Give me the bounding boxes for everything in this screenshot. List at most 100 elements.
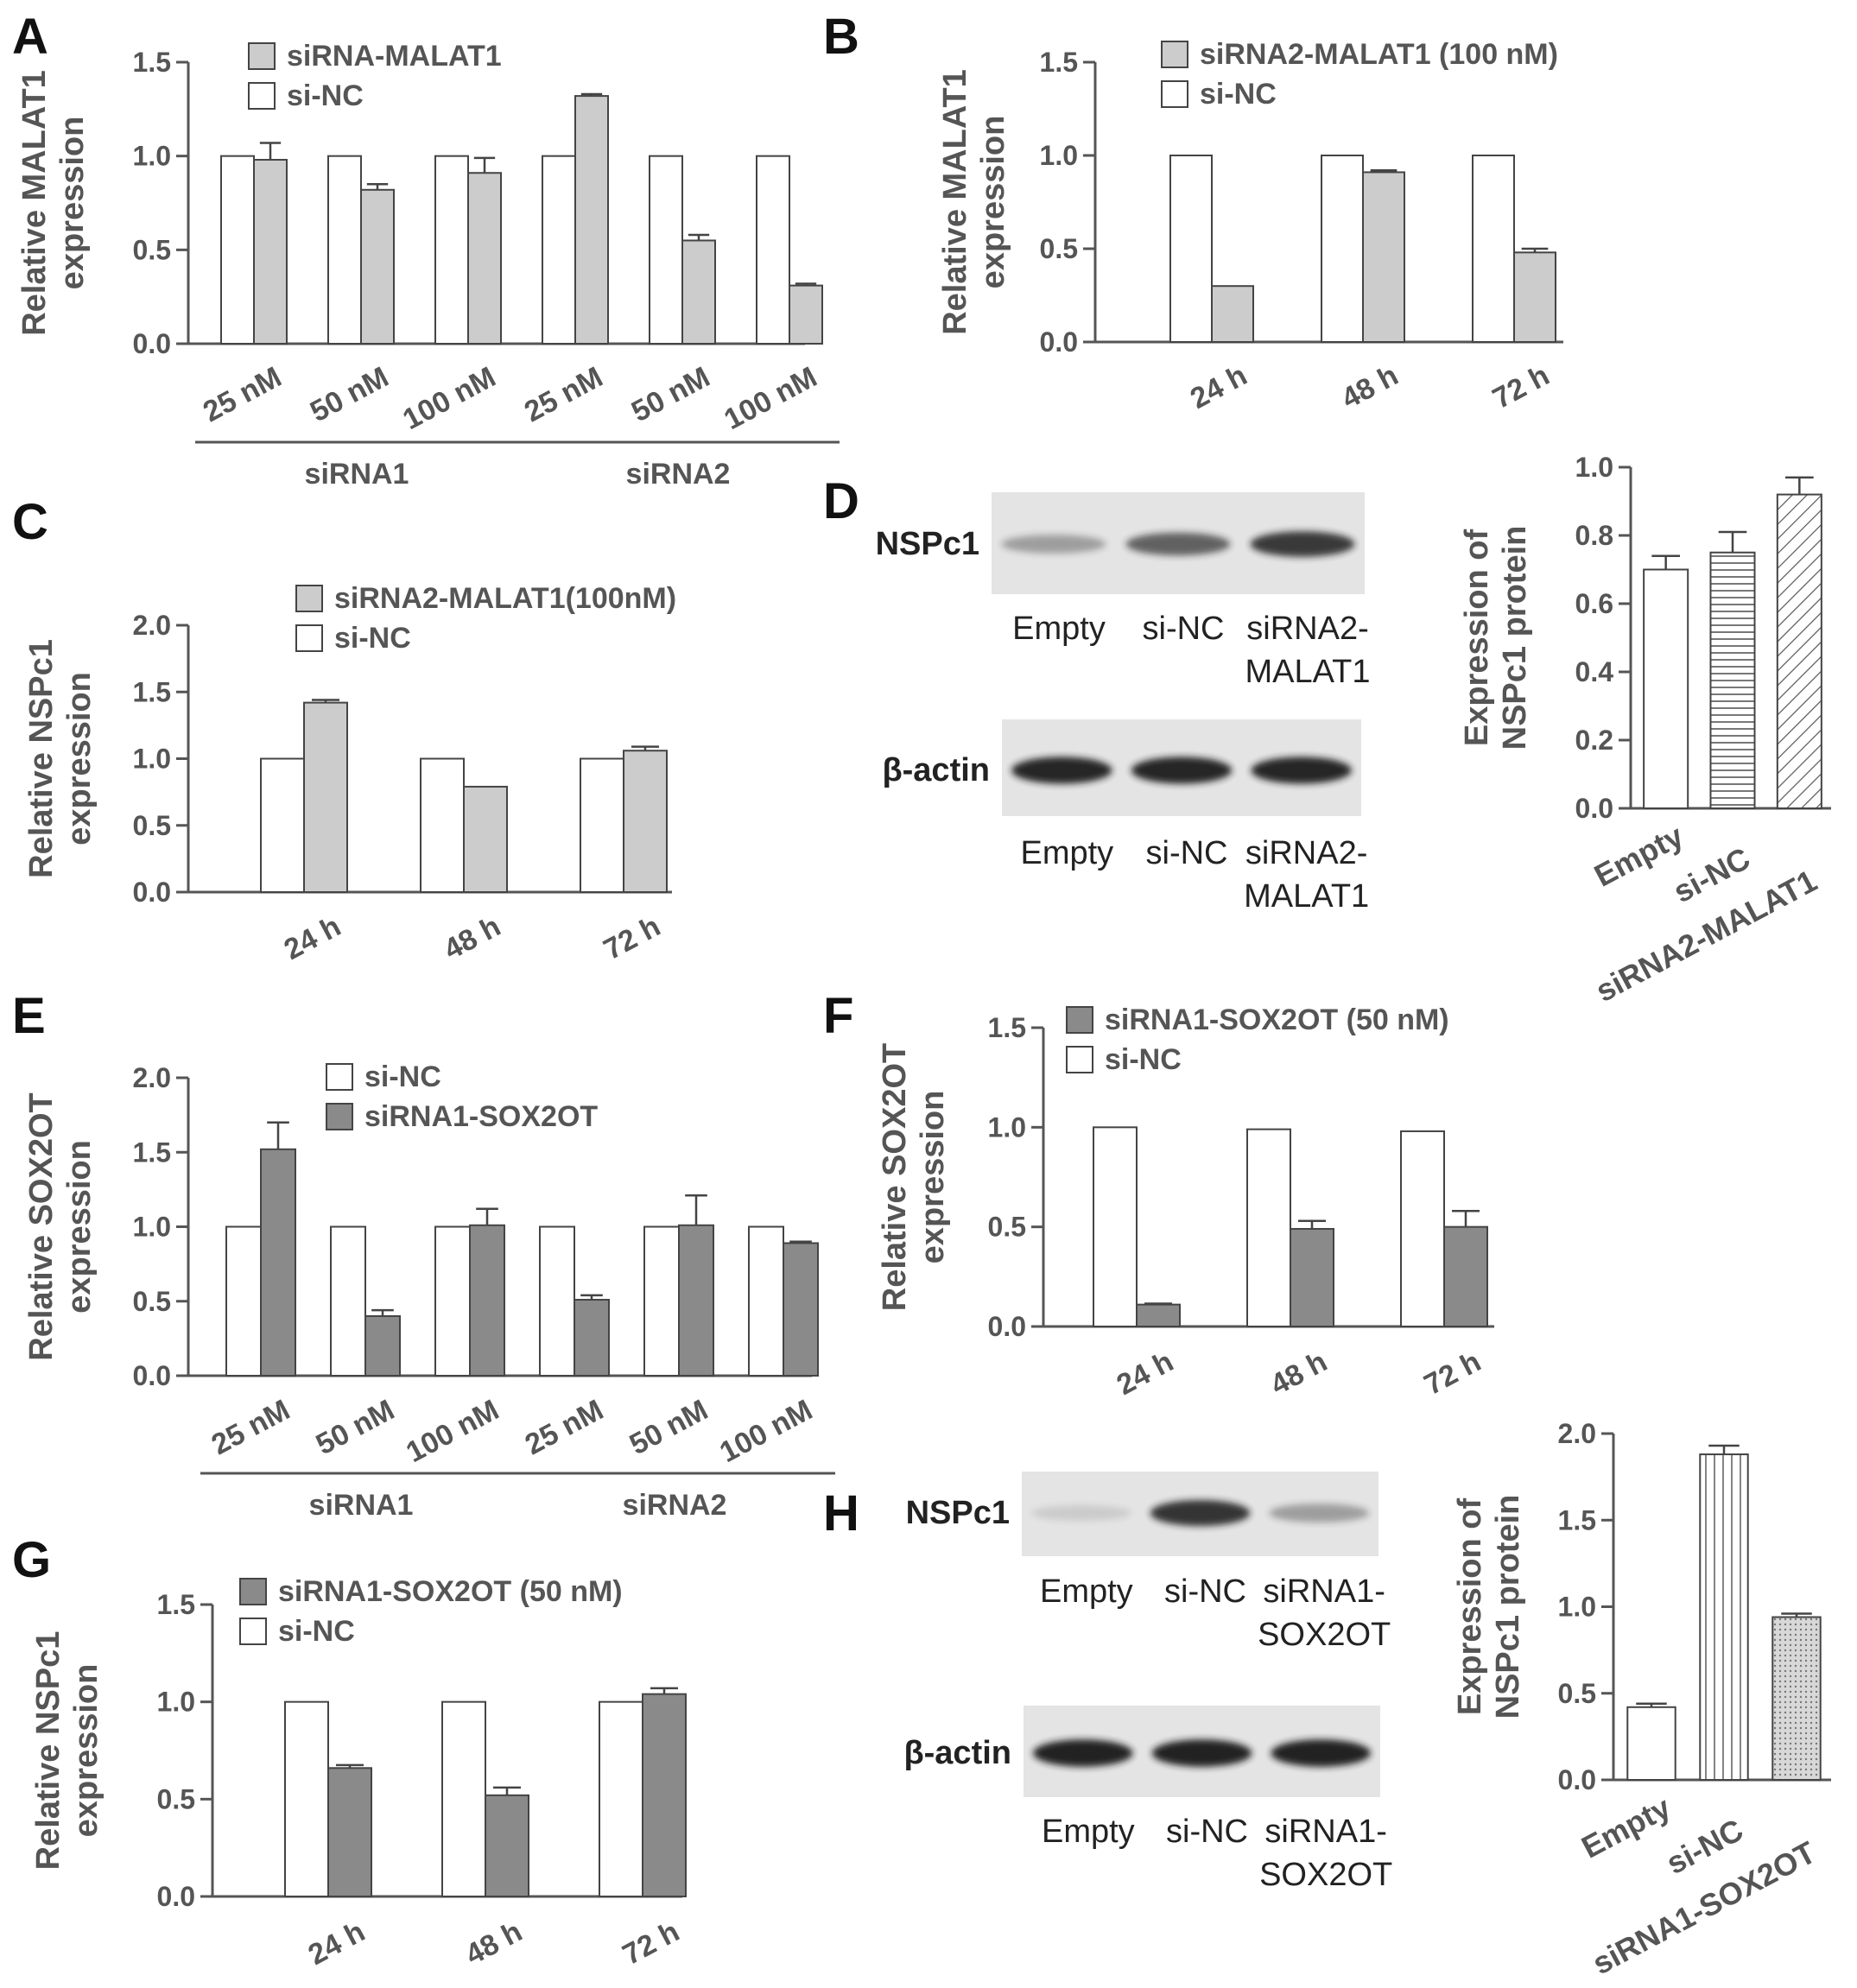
bar-nc xyxy=(643,1225,680,1377)
blot-band xyxy=(1131,757,1233,784)
y-tick-label: 1.5 xyxy=(133,1136,171,1168)
bar-nc xyxy=(649,155,683,345)
group-label: siRNA1 xyxy=(309,1489,414,1522)
x-tick-label: 50 nM xyxy=(311,1394,400,1462)
bar-nc xyxy=(1093,1126,1138,1328)
blot-lane-label: SOX2OT xyxy=(1258,1617,1391,1653)
bar-treated xyxy=(789,284,823,345)
bar-treated xyxy=(1362,171,1405,343)
bar-nc xyxy=(1472,155,1515,343)
bar-treated xyxy=(467,172,502,345)
legend-swatch xyxy=(295,585,323,612)
bar-treated xyxy=(327,1767,372,1898)
y-axis-label: Relative NSPc1expression xyxy=(23,639,98,878)
x-tick-label: 50 nM xyxy=(305,361,394,429)
legend-label: si-NC xyxy=(334,622,411,655)
x-tick-label: 25 nM xyxy=(206,1394,295,1462)
legend-swatch xyxy=(1066,1006,1093,1034)
legend-label: si-NC xyxy=(1200,78,1277,111)
x-tick-label: 72 h xyxy=(1487,359,1555,415)
y-tick-label: 1.5 xyxy=(157,1589,195,1620)
blot-lane-label: Empty xyxy=(1012,611,1106,647)
y-tick-label: 0.0 xyxy=(988,1311,1026,1342)
bar-nc xyxy=(330,1225,366,1377)
bar-treated xyxy=(1513,251,1556,344)
panel-letter-f: F xyxy=(823,988,853,1044)
y-axis-label-line: Relative SOX2OT xyxy=(877,1043,913,1311)
blot-lane-label: siRNA2- xyxy=(1246,611,1368,647)
y-axis-label-line: NSPc1 protein xyxy=(1490,1495,1526,1719)
x-tick-label: 24 h xyxy=(1112,1345,1179,1402)
chart-panel-c: 0.0 0.5 1.0 1.5 2.0 Relative NSPc1expression s… xyxy=(23,582,676,966)
y-axis-label: Relative SOX2OTexpression xyxy=(23,1092,98,1360)
x-tick-label: Empty xyxy=(1575,1789,1676,1865)
group-label: siRNA1 xyxy=(305,458,409,491)
legend-label: si-NC xyxy=(287,79,364,112)
bar-treated xyxy=(1443,1225,1488,1327)
chart-panel-g: 0.0 0.5 1.0 1.5 Relative NSPc1expression siRN… xyxy=(30,1575,687,1972)
chart-panel-d: 0.0 0.2 0.4 0.6 0.8 1.0 Expression ofNSPc1 pro… xyxy=(1459,452,1831,1009)
x-tick-label: 48 h xyxy=(439,910,506,966)
blot-band xyxy=(1150,1499,1251,1527)
panel-letter-e: E xyxy=(12,988,46,1044)
legend-label: siRNA1-SOX2OT xyxy=(364,1100,598,1133)
blot-lane-label: siRNA1- xyxy=(1264,1814,1386,1850)
y-tick-label: 0.5 xyxy=(1040,233,1078,264)
blot-lane-label: Empty xyxy=(1042,1814,1135,1850)
y-tick-label: 1.0 xyxy=(133,141,171,172)
x-tick-label: 72 h xyxy=(599,910,666,966)
bar-treated xyxy=(678,1224,714,1377)
legend-swatch xyxy=(295,624,323,652)
blot-lane-label: MALAT1 xyxy=(1244,878,1369,915)
y-tick-label: 1.5 xyxy=(133,47,171,78)
blot-band xyxy=(1031,1505,1131,1521)
bar xyxy=(1771,1616,1822,1782)
y-tick-label: 0.5 xyxy=(133,234,171,265)
blot-lane-label: si-NC xyxy=(1146,835,1228,871)
y-tick-label: 0.0 xyxy=(133,1360,171,1391)
y-tick-label: 2.0 xyxy=(1558,1418,1596,1449)
blot-band xyxy=(1001,535,1106,554)
bar-treated xyxy=(1136,1303,1181,1328)
y-axis-label: Relative SOX2OTexpression xyxy=(877,1043,951,1311)
bar-treated xyxy=(463,785,508,894)
y-tick-label: 1.0 xyxy=(133,744,171,775)
y-axis-label-line: expression xyxy=(61,1140,98,1314)
y-axis-label: Expression ofNSPc1 protein xyxy=(1459,526,1533,750)
bar xyxy=(1643,568,1689,809)
legend-swatch xyxy=(1066,1046,1093,1073)
bar-nc xyxy=(420,757,465,893)
x-tick-label: 100 nM xyxy=(397,361,501,437)
y-axis-label-line: expression xyxy=(975,116,1011,289)
y-tick-label: 0.5 xyxy=(157,1783,195,1814)
bar-nc xyxy=(1246,1128,1291,1328)
y-axis-label-line: Expression of xyxy=(1459,529,1495,747)
legend-swatch xyxy=(326,1063,353,1091)
y-tick-label: 1.0 xyxy=(157,1687,195,1718)
bar-nc xyxy=(1400,1130,1445,1327)
blot-band xyxy=(1125,532,1231,556)
bar-nc xyxy=(441,1700,486,1897)
bar-nc xyxy=(327,155,362,345)
legend-label: si-NC xyxy=(278,1615,355,1648)
panel-letter-c: C xyxy=(12,494,48,550)
y-tick-label: 1.0 xyxy=(1040,140,1078,171)
x-tick-label: 48 h xyxy=(1265,1345,1333,1402)
bar-treated xyxy=(1290,1227,1334,1328)
y-tick-label: 1.0 xyxy=(988,1111,1026,1143)
panel-letter-h: H xyxy=(823,1485,859,1542)
y-tick-label: 0.0 xyxy=(1040,326,1078,358)
bar-treated xyxy=(1211,285,1254,344)
y-tick-label: 1.0 xyxy=(1575,452,1613,483)
panel-letter-b: B xyxy=(823,9,859,65)
y-tick-label: 1.0 xyxy=(133,1212,171,1243)
legend-swatch xyxy=(326,1103,353,1130)
x-tick-label: 100 nM xyxy=(401,1394,504,1470)
x-tick-label: 100 nM xyxy=(719,361,822,437)
chart-panel-h: 0.0 0.5 1.0 1.5 2.0 Expression ofNSPc1 protei… xyxy=(1452,1418,1831,1981)
y-tick-label: 0.5 xyxy=(988,1212,1026,1243)
bar-nc xyxy=(748,1225,784,1377)
legend-swatch xyxy=(1161,41,1188,68)
chart-panel-a: 0.0 0.5 1.0 1.5 Relative MALAT1expression siR… xyxy=(16,40,840,491)
